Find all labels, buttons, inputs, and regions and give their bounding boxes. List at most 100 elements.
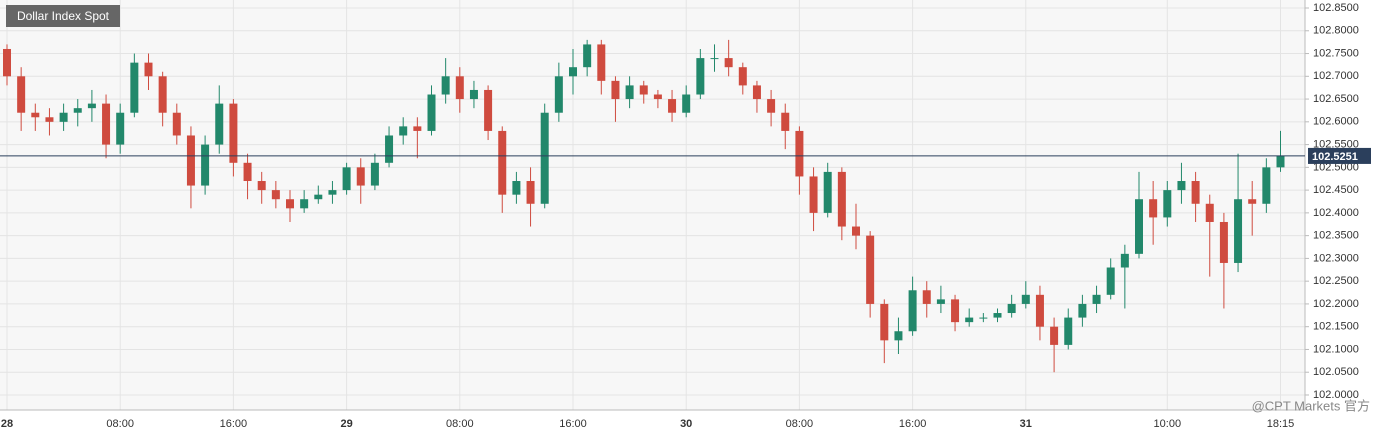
candle-body (158, 76, 167, 113)
candle-body (653, 94, 662, 100)
candle-body (314, 194, 323, 200)
x-tick-label: 16:00 (220, 418, 248, 430)
candle-body (823, 171, 832, 213)
candle-body (738, 67, 747, 86)
candle-body (1248, 199, 1257, 204)
candle-body (427, 94, 436, 131)
candle-body (243, 162, 252, 182)
candle-body (1050, 326, 1059, 345)
y-tick-label: 102.7500 (1313, 47, 1359, 59)
x-tick-label: 08:00 (446, 418, 474, 430)
candle-body (3, 48, 11, 77)
candle-body (852, 226, 860, 236)
candle-body (1205, 203, 1214, 222)
candle-body (257, 181, 266, 191)
candle-body (1078, 303, 1087, 318)
candle-body (172, 112, 181, 136)
candle-body (540, 112, 549, 204)
x-tick-label: 16:00 (559, 418, 587, 430)
candle-body (1149, 199, 1158, 218)
title-box (6, 5, 120, 27)
y-tick-label: 102.3000 (1313, 252, 1359, 264)
candle-body (1191, 181, 1200, 204)
candle-body (201, 144, 210, 186)
candle-body (1135, 199, 1143, 254)
candle-body (87, 103, 96, 109)
candle-body (186, 135, 195, 186)
x-tick-label: 31 (1020, 418, 1032, 430)
candle-body (979, 317, 988, 319)
candle-body (116, 112, 125, 145)
candle-body (45, 117, 54, 122)
candle-body (455, 76, 464, 100)
y-tick-label: 102.5000 (1313, 161, 1359, 173)
y-tick-label: 102.5500 (1313, 138, 1359, 150)
candle-body (385, 135, 394, 163)
y-tick-label: 102.1500 (1313, 321, 1359, 333)
candle-body (1064, 317, 1073, 345)
last-price-tag (1308, 147, 1371, 164)
y-tick-label: 102.1000 (1313, 343, 1359, 355)
candle-body (59, 112, 68, 122)
candle-body (781, 112, 790, 131)
candle-body (1106, 267, 1115, 295)
candle-body (922, 290, 931, 304)
candle-body (795, 130, 804, 177)
candle-body (328, 190, 337, 195)
candle-body (342, 167, 351, 191)
candle-body (611, 80, 620, 100)
candle-body (286, 199, 294, 209)
candle-body (668, 99, 677, 113)
candle-body (767, 99, 776, 113)
y-tick-label: 102.0500 (1313, 366, 1359, 378)
y-tick-label: 102.8500 (1313, 2, 1359, 14)
candle-body (229, 103, 238, 163)
y-tick-label: 102.2500 (1313, 275, 1359, 287)
candle-body (102, 103, 111, 145)
candle-body (469, 89, 478, 100)
candle-body (682, 94, 691, 113)
candle-body (130, 62, 139, 113)
candle-body (73, 108, 82, 113)
candle-body (569, 67, 577, 77)
candle-body (752, 85, 761, 100)
candle-body (965, 317, 974, 323)
candle-body (809, 176, 818, 213)
y-tick-label: 102.2000 (1313, 298, 1359, 310)
y-tick-label: 102.3500 (1313, 230, 1359, 242)
candles (3, 39, 1285, 373)
candle-body (639, 85, 648, 95)
candle-body (1163, 190, 1172, 218)
candle-body (880, 303, 889, 341)
candle-body (17, 76, 26, 113)
candle-body (894, 331, 903, 341)
grid (0, 0, 1305, 410)
y-tick-label: 102.6500 (1313, 93, 1359, 105)
candle-body (1276, 155, 1285, 168)
x-tick-label: 08:00 (786, 418, 814, 430)
watermark: @CPT Markets 官方 (1252, 398, 1370, 413)
candle-body (300, 199, 309, 209)
candle-body (597, 44, 606, 81)
y-tick-label: 102.8000 (1313, 25, 1359, 37)
y-tick-label: 102.4500 (1313, 184, 1359, 196)
candle-body (1021, 294, 1030, 304)
candle-body (951, 299, 960, 323)
candle-body (710, 58, 719, 60)
candle-body (993, 313, 1002, 318)
candle-body (370, 162, 379, 186)
candle-body (512, 181, 521, 195)
candle-body (215, 103, 224, 145)
candle-body (498, 130, 507, 195)
candle-body (1092, 294, 1101, 304)
candle-body (399, 126, 408, 136)
candle-body (866, 235, 875, 304)
candle-body (554, 76, 563, 113)
plot-background (0, 0, 1305, 410)
candle-body (1219, 221, 1228, 263)
candle-body (1262, 167, 1271, 204)
candle-body (1177, 181, 1186, 191)
y-tick-label: 102.6000 (1313, 116, 1359, 128)
x-tick-label: 18:15 (1267, 418, 1295, 430)
